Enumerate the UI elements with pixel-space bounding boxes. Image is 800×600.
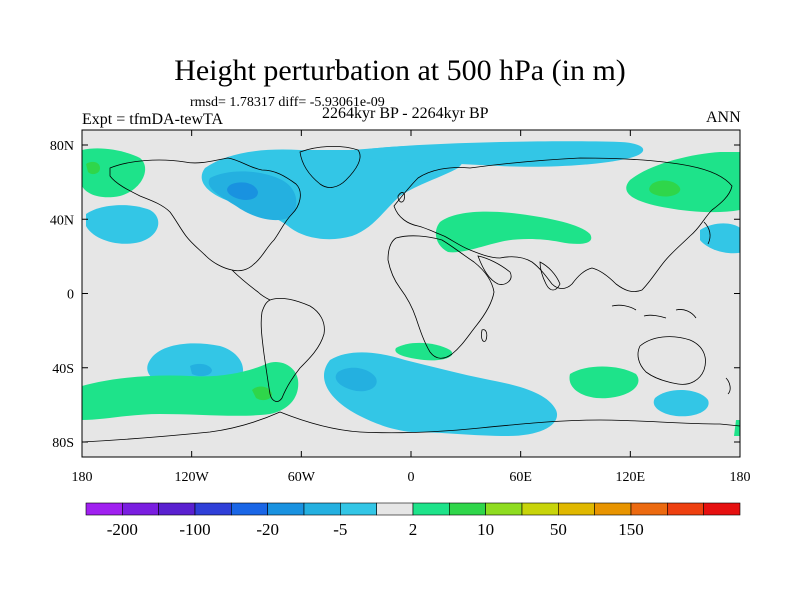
contour-dark-green-siberia [649, 180, 681, 197]
colorbar-swatch [376, 502, 414, 516]
colorbar-swatch [485, 502, 523, 516]
coastline-uk [397, 192, 405, 203]
contour-light-green-south-atlantic [395, 342, 453, 361]
contour-dark-green-south-america [252, 386, 272, 401]
lon-tick-label: 120E [616, 470, 646, 485]
rmsd-diff-stats: rmsd= 1.78317 diff= -5.93061e-09 [190, 95, 385, 110]
colorbar-swatch [594, 502, 632, 516]
colorbar-label: 50 [550, 520, 567, 539]
lon-tick-label: 0 [408, 470, 415, 485]
lon-tick-label: 60E [509, 470, 532, 485]
colorbar-label: -100 [179, 520, 210, 539]
colorbar-label: 150 [618, 520, 644, 539]
lon-tick-label: 60W [288, 470, 316, 485]
contour-light-green-eurasia [435, 211, 592, 253]
contour-fields [82, 141, 740, 436]
contour-dark-green-pacific [86, 161, 100, 175]
plot-title: Height perturbation at 500 hPa (in m) [174, 54, 626, 87]
colorbar-label: 10 [477, 520, 494, 539]
colorbar-label: -5 [333, 520, 347, 539]
coastline-antarctica [82, 411, 740, 443]
contour-light-blue-south-atlantic [323, 352, 558, 436]
coastline-japan [703, 221, 711, 245]
coastlines [82, 146, 740, 443]
contour-light-blue-north-atlantic [201, 145, 464, 240]
colorbar-swatch [231, 502, 268, 516]
contour-light-green-south-pacific [82, 361, 299, 420]
coastline-greenland [299, 146, 361, 188]
lat-tick-label: 80N [50, 139, 74, 154]
colorbar-swatch [122, 502, 159, 516]
lat-tick-label: 40S [52, 362, 74, 377]
colorbar-swatch [412, 502, 450, 516]
colorbar-label: -200 [107, 520, 138, 539]
lon-tick-label: 180 [730, 470, 751, 485]
coastline-madagascar [481, 329, 488, 342]
contour-dark-blue-core [227, 182, 258, 200]
colorbar-swatch [303, 502, 341, 516]
colorbar-swatch [158, 502, 196, 516]
coastline-north-america [109, 157, 301, 272]
period-label: 2264kyr BP - 2264kyr BP [322, 105, 489, 122]
colorbar: -200 -100 -20 -5 2 10 50 150 [85, 502, 741, 539]
coastline-indonesia [611, 304, 697, 319]
colorbar-swatch [630, 502, 668, 516]
lat-tick-label: 80S [52, 436, 74, 451]
colorbar-swatch [703, 502, 741, 516]
lon-tick-label: 120W [175, 470, 210, 485]
coastline-africa [387, 235, 495, 359]
longitude-axis: 180 120W 60W 0 60E 120E 180 [72, 130, 751, 485]
contour-light-blue-arctic [354, 141, 644, 167]
colorbar-swatch [521, 502, 559, 516]
colorbar-swatch [667, 502, 704, 516]
colorbar-swatch [449, 502, 486, 516]
contour-light-green-southeast-edge [734, 420, 740, 436]
colorbar-label: -20 [256, 520, 279, 539]
colorbar-swatch [340, 502, 377, 516]
coastline-new-zealand [725, 377, 731, 395]
contour-light-blue-pacific-nw [86, 205, 159, 244]
colorbar-label: 2 [409, 520, 418, 539]
lat-tick-label: 0 [67, 288, 74, 303]
contour-mid-blue-south-atlantic [335, 367, 377, 392]
contour-light-green-siberia-pacific [626, 152, 740, 213]
coastline-india [539, 261, 561, 291]
contour-mid-blue-south-pacific [190, 363, 212, 377]
coastline-australia [637, 336, 706, 385]
colorbar-swatch [85, 502, 123, 516]
season-label: ANN [706, 109, 741, 126]
coastline-arabia [477, 255, 512, 285]
colorbar-swatch [558, 502, 595, 516]
lon-tick-label: 180 [72, 470, 93, 485]
colorbar-swatch [194, 502, 232, 516]
map-area [81, 129, 741, 458]
coastline-central-america [231, 269, 271, 301]
contour-light-blue-southern-ocean-east [653, 389, 709, 417]
experiment-label: Expt = tfmDA-tewTA [82, 111, 224, 128]
colorbar-swatch [267, 502, 305, 516]
coastline-europe-asia [393, 157, 733, 292]
contour-light-green-pacific-nw [82, 148, 146, 198]
latitude-axis: 80N 40N 0 40S 80S [50, 139, 740, 451]
contour-light-green-indian-ocean [569, 366, 639, 399]
coastline-south-america [260, 298, 325, 402]
lat-tick-label: 40N [50, 213, 74, 228]
